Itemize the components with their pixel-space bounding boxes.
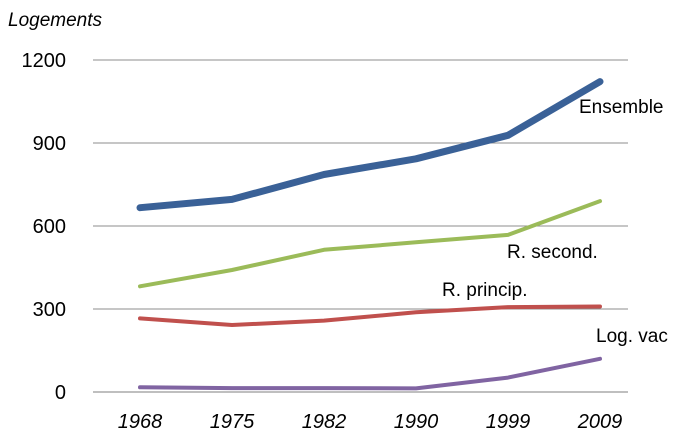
series-line-0 xyxy=(136,78,604,212)
x-tick-label: 1968 xyxy=(118,411,163,433)
x-tick-label: 1975 xyxy=(210,411,255,433)
series-label-2: R. princip. xyxy=(442,280,528,301)
y-tick-labels: 0 300 600 900 1200 xyxy=(22,50,67,404)
series-label-1: R. second. xyxy=(507,242,598,263)
y-tick-label: 1200 xyxy=(22,50,67,72)
series-label-3: Log. vac xyxy=(596,326,668,347)
series-line-1 xyxy=(138,199,602,289)
y-tick-label: 900 xyxy=(33,133,66,155)
series-lines xyxy=(136,78,604,391)
series-labels: Ensemble R. second. R. princip. Log. vac xyxy=(442,97,668,347)
x-tick-labels: 1968 1975 1982 1990 1999 2009 xyxy=(118,411,623,433)
y-tick-label: 0 xyxy=(55,382,66,404)
y-tick-label: 300 xyxy=(33,299,66,321)
x-tick-label: 1999 xyxy=(486,411,531,433)
series-line-2 xyxy=(138,304,602,327)
y-axis-label: Logements xyxy=(8,10,103,31)
x-tick-label: 1990 xyxy=(394,411,439,433)
x-tick-label: 2009 xyxy=(577,411,623,433)
x-tick-label: 1982 xyxy=(302,411,347,433)
y-tick-label: 600 xyxy=(33,216,66,238)
series-line-3 xyxy=(138,356,602,391)
series-label-0: Ensemble xyxy=(579,97,664,118)
gridlines xyxy=(93,59,628,310)
